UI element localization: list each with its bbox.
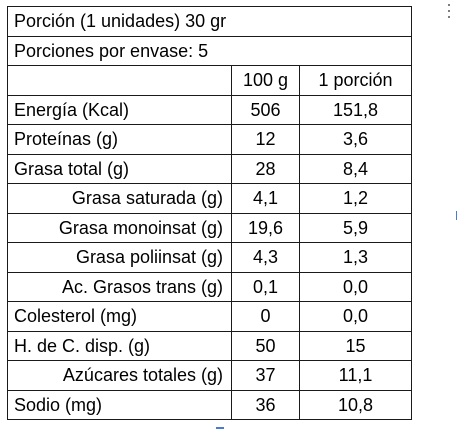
per-100g-value-cell[interactable]: 4,3: [231, 242, 300, 273]
nutrient-name-cell[interactable]: Energía (Kcal): [7, 94, 232, 125]
serving-size-row: Porción (1 unidades) 30 gr: [7, 6, 412, 37]
nutrient-name-cell[interactable]: Grasa monoinsat (g): [7, 212, 232, 243]
text-cursor-marker: [456, 211, 457, 220]
resize-handle-marker[interactable]: [216, 427, 224, 429]
vertical-ellipsis-icon[interactable]: [446, 4, 452, 18]
per-100g-value-cell[interactable]: 28: [231, 153, 300, 184]
ellipsis-dot: [448, 4, 450, 6]
nutrient-row: Grasa poliinsat (g) 4,3 1,3: [7, 242, 412, 273]
serving-size-cell[interactable]: Porción (1 unidades) 30 gr: [7, 6, 412, 37]
per-portion-value-cell[interactable]: 0,0: [299, 301, 412, 332]
per-100g-value-cell[interactable]: 506: [231, 94, 300, 125]
nutrient-name-cell[interactable]: Colesterol (mg): [7, 301, 232, 332]
per-portion-value-cell[interactable]: 0,0: [299, 271, 412, 302]
per-portion-value-cell[interactable]: 1,2: [299, 183, 412, 214]
column-header-nutrient[interactable]: [7, 65, 232, 96]
nutrient-row: Colesterol (mg) 0 0,0: [7, 301, 412, 332]
nutrient-name-cell[interactable]: Azúcares totales (g): [7, 360, 232, 391]
per-100g-value-cell[interactable]: 50: [231, 330, 300, 361]
ellipsis-dot: [448, 10, 450, 12]
servings-per-container-cell[interactable]: Porciones por envase: 5: [7, 35, 412, 66]
per-100g-value-cell[interactable]: 19,6: [231, 212, 300, 243]
per-100g-value-cell[interactable]: 12: [231, 124, 300, 155]
per-100g-value-cell[interactable]: 36: [231, 389, 300, 420]
per-100g-value-cell[interactable]: 0,1: [231, 271, 300, 302]
nutrient-row: Azúcares totales (g) 37 11,1: [7, 360, 412, 391]
nutrition-table-body: Porción (1 unidades) 30 gr Porciones por…: [7, 6, 412, 420]
nutrient-name-cell[interactable]: Grasa poliinsat (g): [7, 242, 232, 273]
nutrient-name-cell[interactable]: Grasa total (g): [7, 153, 232, 184]
ellipsis-dot: [448, 16, 450, 18]
nutrient-row: H. de C. disp. (g) 50 15: [7, 330, 412, 361]
servings-per-container-row: Porciones por envase: 5: [7, 35, 412, 66]
nutrient-row: Sodio (mg) 36 10,8: [7, 389, 412, 420]
nutrient-name-cell[interactable]: Proteínas (g): [7, 124, 232, 155]
nutrient-name-cell[interactable]: Sodio (mg): [7, 389, 232, 420]
per-portion-value-cell[interactable]: 5,9: [299, 212, 412, 243]
column-header-per-portion[interactable]: 1 porción: [299, 65, 412, 96]
nutrient-row: Grasa monoinsat (g) 19,6 5,9: [7, 212, 412, 243]
per-100g-value-cell[interactable]: 4,1: [231, 183, 300, 214]
per-portion-value-cell[interactable]: 3,6: [299, 124, 412, 155]
nutrient-name-cell[interactable]: Grasa saturada (g): [7, 183, 232, 214]
per-portion-value-cell[interactable]: 10,8: [299, 389, 412, 420]
per-100g-value-cell[interactable]: 0: [231, 301, 300, 332]
per-portion-value-cell[interactable]: 8,4: [299, 153, 412, 184]
per-portion-value-cell[interactable]: 151,8: [299, 94, 412, 125]
nutrient-row: Ac. Grasos trans (g) 0,1 0,0: [7, 271, 412, 302]
per-portion-value-cell[interactable]: 1,3: [299, 242, 412, 273]
per-portion-value-cell[interactable]: 15: [299, 330, 412, 361]
nutrient-row: Proteínas (g) 12 3,6: [7, 124, 412, 155]
column-header-row: 100 g 1 porción: [7, 65, 412, 96]
nutrient-row: Grasa saturada (g) 4,1 1,2: [7, 183, 412, 214]
per-100g-value-cell[interactable]: 37: [231, 360, 300, 391]
column-header-per-100g[interactable]: 100 g: [231, 65, 300, 96]
nutrition-facts-table: Porción (1 unidades) 30 gr Porciones por…: [7, 6, 412, 420]
nutrient-row: Grasa total (g) 28 8,4: [7, 153, 412, 184]
nutrient-name-cell[interactable]: Ac. Grasos trans (g): [7, 271, 232, 302]
per-portion-value-cell[interactable]: 11,1: [299, 360, 412, 391]
nutrient-row: Energía (Kcal) 506 151,8: [7, 94, 412, 125]
nutrient-name-cell[interactable]: H. de C. disp. (g): [7, 330, 232, 361]
